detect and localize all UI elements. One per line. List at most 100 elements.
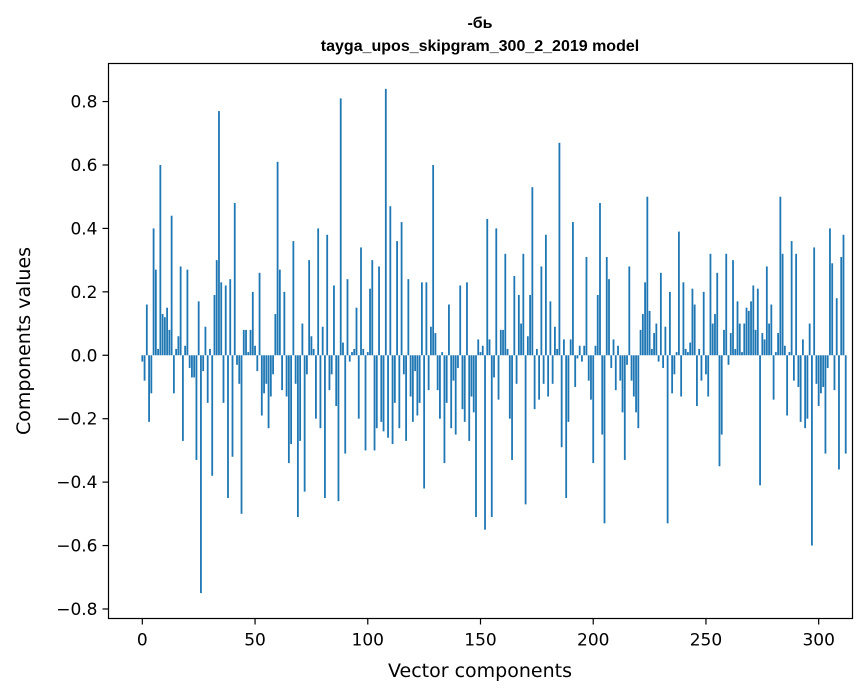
x-tick-label: 100 — [352, 631, 384, 651]
bar — [547, 355, 550, 397]
bar — [355, 307, 358, 356]
bar — [599, 203, 601, 356]
bar — [718, 355, 721, 467]
bar — [770, 304, 773, 356]
bar — [222, 355, 225, 403]
chart-subtitle: tayga_upos_skipgram_300_2_2019 model — [321, 38, 639, 55]
bar — [274, 314, 277, 356]
bar — [612, 339, 615, 356]
bar — [191, 355, 193, 378]
bar — [727, 355, 730, 365]
bar — [648, 310, 651, 356]
bar — [333, 285, 335, 356]
bar — [209, 348, 211, 356]
bar — [585, 256, 588, 356]
bar — [574, 355, 577, 387]
bar — [529, 295, 531, 356]
bar — [328, 355, 331, 391]
bar — [335, 355, 338, 407]
bar — [511, 355, 513, 460]
bar — [596, 295, 599, 356]
bar — [811, 355, 813, 546]
bar — [630, 355, 633, 381]
bar — [540, 266, 543, 356]
bar — [508, 355, 511, 419]
bar — [587, 355, 590, 381]
bar — [797, 355, 800, 387]
bar — [224, 285, 227, 356]
bar — [254, 345, 256, 356]
bar — [324, 355, 326, 498]
bar — [745, 307, 748, 356]
plot-frame — [107, 62, 854, 620]
bar — [299, 355, 302, 441]
bar — [786, 355, 789, 416]
bar — [287, 355, 290, 464]
bar — [420, 282, 423, 356]
bar — [813, 247, 816, 356]
bar — [603, 355, 606, 524]
bar — [398, 355, 401, 429]
bar — [206, 355, 209, 403]
bar — [296, 355, 299, 518]
bar — [777, 333, 779, 356]
bar — [276, 161, 279, 356]
bar — [405, 355, 407, 441]
bar — [141, 355, 144, 362]
bar — [251, 291, 254, 356]
bar — [488, 339, 491, 356]
bar — [752, 285, 755, 356]
bar — [495, 228, 498, 356]
bar — [240, 355, 243, 514]
bar — [445, 355, 448, 403]
bar — [623, 355, 626, 460]
bar — [166, 307, 169, 356]
bar — [472, 355, 475, 413]
bar — [646, 196, 649, 356]
bar — [644, 282, 646, 356]
bar — [641, 314, 644, 356]
bar — [761, 333, 764, 356]
bar — [357, 355, 360, 419]
bar — [680, 355, 683, 397]
bar — [738, 323, 741, 356]
bar — [831, 263, 834, 356]
bar — [260, 355, 263, 416]
bar — [696, 355, 698, 407]
bar — [526, 336, 529, 356]
bar — [353, 348, 356, 356]
bar — [795, 253, 798, 356]
bar — [337, 355, 340, 502]
bar — [675, 352, 678, 356]
bar — [197, 301, 200, 356]
bar — [565, 355, 568, 498]
bar — [583, 345, 586, 356]
bar — [732, 260, 734, 356]
bar — [427, 355, 430, 391]
bar — [393, 355, 396, 403]
bar — [315, 355, 317, 419]
y-tick-label: 0.6 — [70, 156, 97, 176]
bar — [439, 355, 441, 419]
bar — [610, 355, 613, 368]
bar — [581, 355, 583, 362]
bar — [229, 279, 232, 356]
y-tick-label: 0.2 — [70, 283, 97, 303]
bar — [806, 355, 809, 419]
bar — [269, 355, 272, 397]
bar — [659, 272, 662, 356]
bar — [572, 222, 574, 356]
bar — [538, 355, 541, 400]
bar — [621, 355, 624, 413]
bar — [186, 269, 189, 356]
bar — [490, 355, 493, 518]
bar — [815, 355, 818, 384]
bar — [215, 260, 218, 356]
bar — [407, 279, 410, 356]
bar — [750, 301, 752, 356]
bar — [310, 336, 313, 356]
bar — [747, 310, 750, 356]
bar — [802, 339, 804, 356]
bar — [533, 355, 536, 410]
